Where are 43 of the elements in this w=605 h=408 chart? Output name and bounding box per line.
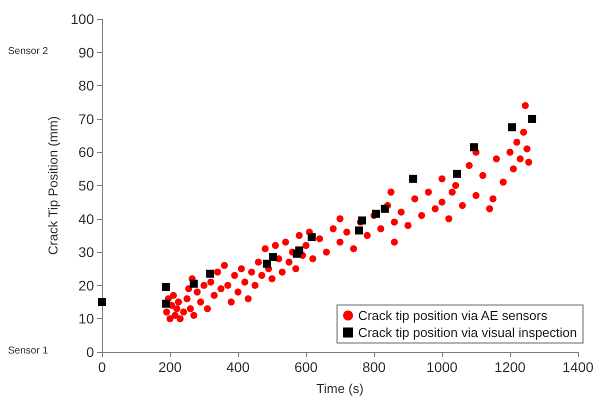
point — [470, 143, 478, 152]
x-tick-label: 0 — [98, 359, 106, 375]
point — [206, 270, 214, 278]
point — [295, 246, 304, 254]
point — [452, 170, 461, 178]
point — [190, 280, 198, 288]
y-axis-title: Crack Tip Position (mm) — [46, 116, 61, 255]
y-tick-label: 10 — [78, 310, 94, 327]
y-tick-label: 40 — [78, 210, 94, 227]
y-tick-label: 80 — [78, 78, 94, 94]
y-tick-label: 100 — [70, 11, 94, 27]
y-tick-label: 20 — [78, 277, 94, 294]
point — [355, 226, 364, 234]
y-tick-label: 60 — [78, 144, 94, 160]
y-tick-label: 50 — [78, 178, 94, 194]
x-tick-label: 400 — [226, 359, 250, 375]
x-tick-label: 1000 — [426, 359, 458, 375]
point — [380, 204, 389, 213]
y-tick-label: 30 — [78, 244, 94, 260]
point — [269, 253, 278, 262]
x-tick-label: 800 — [362, 359, 386, 375]
point — [358, 216, 366, 224]
point — [162, 300, 170, 308]
point — [409, 174, 418, 183]
y-tick-label: 0 — [86, 344, 94, 360]
x-tick-label: 1400 — [562, 359, 594, 375]
point — [528, 114, 536, 123]
point — [162, 283, 170, 292]
x-axis-title: Time (s) — [316, 381, 364, 396]
text: Sensor 1 — [8, 346, 48, 356]
x-tick-label: 200 — [158, 359, 182, 375]
y-tick-label: 70 — [78, 110, 94, 127]
point — [98, 298, 106, 306]
point — [262, 260, 271, 268]
legend-label: Crack tip position via visual inspection — [358, 325, 577, 340]
x-tick-label: 600 — [294, 359, 318, 375]
point — [372, 210, 380, 218]
legend-label: Crack tip position via AE sensors — [358, 308, 548, 323]
point — [308, 233, 316, 242]
point — [508, 123, 516, 132]
text: Sensor 2 — [8, 46, 48, 57]
x-tick-label: 1200 — [494, 359, 526, 375]
y-tick-label: 90 — [78, 44, 94, 60]
